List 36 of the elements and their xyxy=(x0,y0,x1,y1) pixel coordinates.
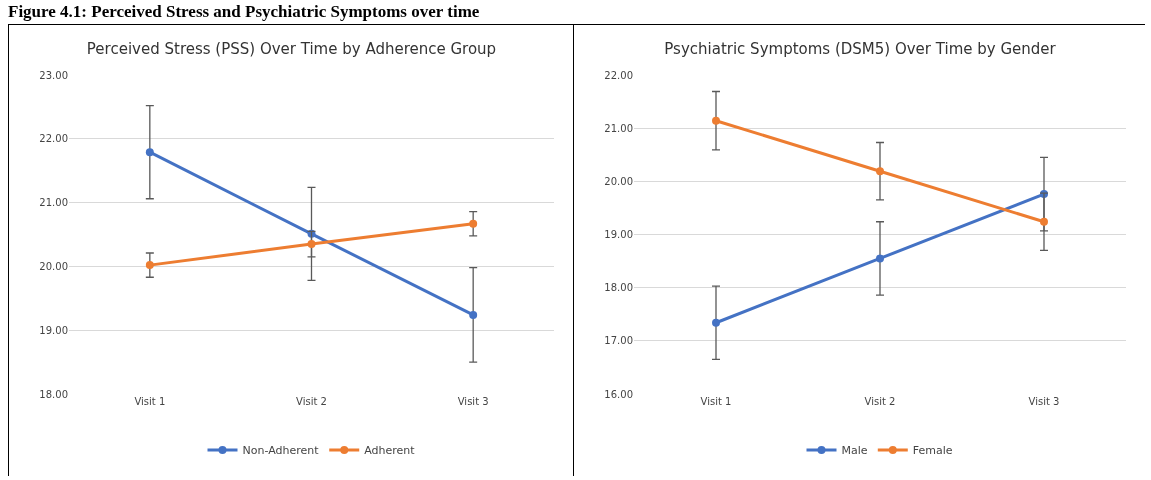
y-tick-label: 18.00 xyxy=(604,282,633,294)
chart-title: Psychiatric Symptoms (DSM5) Over Time by Gender xyxy=(664,39,1057,58)
y-tick-label: 21.00 xyxy=(604,122,633,134)
x-tick-label: Visit 2 xyxy=(864,396,896,407)
point xyxy=(469,219,478,228)
y-tick-label: 22.00 xyxy=(39,133,68,145)
y-tick-label: 16.00 xyxy=(604,388,633,400)
legend-label: Female xyxy=(912,444,953,458)
y-tick-label: 17.00 xyxy=(604,335,633,347)
point xyxy=(307,240,316,249)
caption: Figure 4.1: Perceived Stress and Psychiatric Symptoms over time xyxy=(8,2,480,22)
point xyxy=(712,318,720,327)
point xyxy=(876,254,884,263)
legend-label: Male xyxy=(841,444,868,458)
y-tick-label: 21.00 xyxy=(39,197,68,209)
x-tick-label: Visit 3 xyxy=(1028,396,1060,407)
x-tick-label: Visit 1 xyxy=(700,396,732,407)
y-tick-label: 20.00 xyxy=(39,260,68,272)
x-tick-label: Visit 3 xyxy=(457,396,489,407)
point xyxy=(469,310,478,319)
y-tick-label: 19.00 xyxy=(39,324,68,336)
x-tick-label: Visit 1 xyxy=(134,396,166,407)
y-tick-label: 23.00 xyxy=(39,69,68,81)
y-tick-label: 20.00 xyxy=(604,175,633,187)
point xyxy=(1040,217,1048,226)
x-tick-label: Visit 2 xyxy=(296,396,327,407)
point xyxy=(145,261,154,270)
legend-label: Non-Adherent xyxy=(242,444,320,458)
y-tick-label: 22.00 xyxy=(604,69,633,81)
chart-title: Perceived Stress (PSS) Over Time by Adherence Group xyxy=(86,39,497,58)
legend-label: Adherent xyxy=(364,444,416,458)
point xyxy=(712,116,720,125)
y-tick-label: 18.00 xyxy=(39,388,68,400)
point xyxy=(876,167,884,176)
point xyxy=(145,148,154,157)
y-tick-label: 19.00 xyxy=(604,229,633,240)
